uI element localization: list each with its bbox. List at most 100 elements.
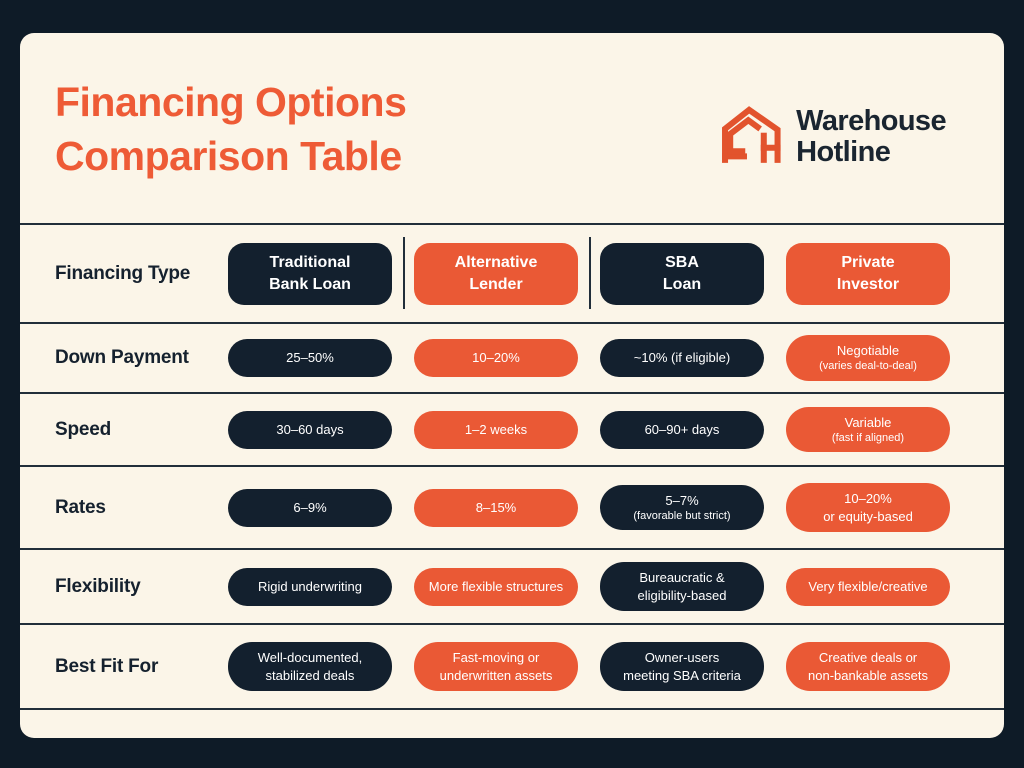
cell-pill: 5–7% (favorable but strict) <box>600 484 764 531</box>
pill-text: 10–20% <box>844 491 892 507</box>
cell-pill: Rigid underwriting <box>228 567 392 606</box>
pill-text: Private <box>841 254 895 272</box>
cell-pill: 30–60 days <box>228 410 392 449</box>
pill-text: Loan <box>662 275 702 293</box>
pill-text: 6–9% <box>293 499 327 515</box>
pill-text: ~10% (if eligible) <box>633 350 731 366</box>
cell-pill: 10–20% or equity-based <box>786 483 950 532</box>
pill-text: Bureaucratic & <box>639 570 725 586</box>
cell-pill: ~10% (if eligible) <box>600 339 764 377</box>
brand-logo: Warehouse Hotline <box>717 103 947 170</box>
page-title: Financing Options Comparison Table <box>55 75 407 183</box>
column-1: 30–60 days <box>217 410 403 449</box>
pill-text: Investor <box>836 275 900 293</box>
pill-text: meeting SBA criteria <box>623 667 741 683</box>
column-2: 10–20% <box>403 339 589 377</box>
column-header-traditional-bank-loan: Traditional Bank Loan <box>228 242 392 305</box>
column-4: 10–20% or equity-based <box>775 483 961 532</box>
pill-text: underwritten assets <box>439 667 553 683</box>
comparison-card: Financing Options Comparison Table Wareh… <box>20 33 1004 738</box>
pill-text: Variable <box>844 414 892 430</box>
cell-pill: Fast-moving or underwritten assets <box>414 642 578 691</box>
pill-text: Negotiable <box>836 343 900 359</box>
cell-pill: Creative deals or non-bankable assets <box>786 642 950 691</box>
pill-text: stabilized deals <box>265 667 355 683</box>
pill-text: More flexible structures <box>428 578 564 594</box>
pill-text: 30–60 days <box>276 421 344 437</box>
cell-pill: Well-documented, stabilized deals <box>228 642 392 691</box>
column-1: Well-documented, stabilized deals <box>217 642 403 691</box>
cell-pill: Very flexible/creative <box>786 567 950 606</box>
column-3: Owner-users meeting SBA criteria <box>589 642 775 691</box>
column-2: Fast-moving or underwritten assets <box>403 642 589 691</box>
pill-text: 8–15% <box>475 499 517 515</box>
column-3: Bureaucratic & eligibility-based <box>589 562 775 611</box>
page-title-line2: Comparison Table <box>55 133 402 180</box>
pill-text: 25–50% <box>286 350 334 366</box>
cell-pill: 6–9% <box>228 488 392 527</box>
column-3: 5–7% (favorable but strict) <box>589 484 775 531</box>
pill-text: Alternative <box>454 254 538 272</box>
pill-text: Very flexible/creative <box>808 578 928 594</box>
column-1: 6–9% <box>217 488 403 527</box>
row-label: Financing Type <box>55 262 191 284</box>
comparison-table: Financing Type Traditional Bank Loan Alt… <box>20 223 1004 710</box>
cell-pill: Variable (fast if aligned) <box>786 406 950 453</box>
pill-text: Bank Loan <box>269 275 351 293</box>
column-2: More flexible structures <box>403 567 589 606</box>
pill-text: (fast if aligned) <box>831 431 905 444</box>
column-2: 8–15% <box>403 488 589 527</box>
cell-pill: 8–15% <box>414 488 578 527</box>
column-header-alternative-lender: Alternative Lender <box>414 242 578 305</box>
pill-text: Well-documented, <box>257 650 363 666</box>
brand-name-line1: Warehouse <box>796 105 946 138</box>
pill-text: 10–20% <box>472 350 520 366</box>
row-label: Speed <box>55 418 112 440</box>
header-divider <box>589 237 591 309</box>
column-2: 1–2 weeks <box>403 410 589 449</box>
table-row-rates: Rates 6–9% 8–15% 5–7% (favorable but str… <box>20 465 1004 548</box>
cell-pill: 25–50% <box>228 339 392 377</box>
column-1: Traditional Bank Loan <box>217 242 403 305</box>
pill-text: eligibility-based <box>637 587 727 603</box>
brand-name: Warehouse Hotline <box>796 106 946 166</box>
pill-text: 5–7% <box>665 492 699 508</box>
pill-text: Owner-users <box>644 650 720 666</box>
column-4: Private Investor <box>775 242 961 305</box>
table-row-flexibility: Flexibility Rigid underwriting More flex… <box>20 548 1004 623</box>
row-label: Down Payment <box>55 347 189 368</box>
header-divider <box>403 237 405 309</box>
cell-pill: 10–20% <box>414 339 578 377</box>
brand-name-line2: Hotline <box>796 135 891 168</box>
column-4: Very flexible/creative <box>775 567 961 606</box>
row-label: Rates <box>55 496 106 518</box>
column-3: SBA Loan <box>589 242 775 305</box>
row-label: Flexibility <box>55 575 141 597</box>
column-header-sba-loan: SBA Loan <box>600 242 764 305</box>
pill-text: Fast-moving or <box>452 650 540 666</box>
column-3: 60–90+ days <box>589 410 775 449</box>
column-4: Negotiable (varies deal-to-deal) <box>775 335 961 381</box>
column-1: Rigid underwriting <box>217 567 403 606</box>
cell-pill: Negotiable (varies deal-to-deal) <box>786 335 950 381</box>
pill-text: (favorable but strict) <box>633 509 731 522</box>
pill-text: Creative deals or <box>818 650 918 666</box>
column-2: Alternative Lender <box>403 242 589 305</box>
column-1: 25–50% <box>217 339 403 377</box>
pill-text: 60–90+ days <box>644 421 720 437</box>
cell-pill: More flexible structures <box>414 567 578 606</box>
row-label: Best Fit For <box>55 655 159 677</box>
pill-text: SBA <box>665 254 699 272</box>
pill-text: 1–2 weeks <box>464 421 528 437</box>
cell-pill: 60–90+ days <box>600 410 764 449</box>
pill-text: (varies deal-to-deal) <box>819 360 917 373</box>
table-row-down-payment: Down Payment 25–50% 10–20% ~10% (if elig… <box>20 322 1004 392</box>
cell-pill: Bureaucratic & eligibility-based <box>600 562 764 611</box>
pill-text: Traditional <box>269 254 351 272</box>
table-row-speed: Speed 30–60 days 1–2 weeks 60–90+ days <box>20 392 1004 465</box>
table-row-best-fit-for: Best Fit For Well-documented, stabilized… <box>20 623 1004 708</box>
table-row-financing-type: Financing Type Traditional Bank Loan Alt… <box>20 223 1004 322</box>
pill-text: Lender <box>469 275 523 293</box>
column-header-private-investor: Private Investor <box>786 242 950 305</box>
cell-pill: 1–2 weeks <box>414 410 578 449</box>
